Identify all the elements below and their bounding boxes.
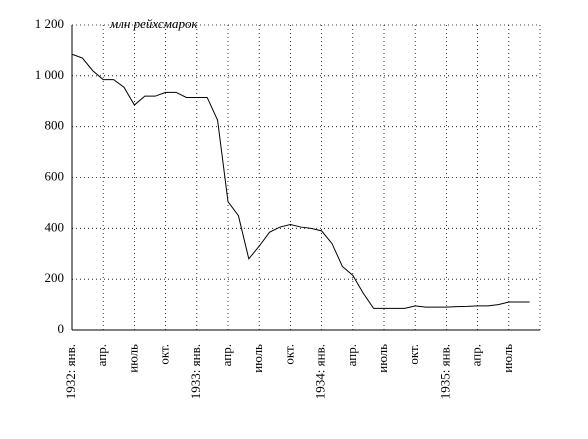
y-tick-label: 1 200	[35, 16, 64, 31]
unit-label: млн рейхсмарок	[109, 16, 198, 31]
y-tick-label: 0	[58, 321, 65, 336]
data-line	[71, 53, 530, 309]
x-tick-label: окт.	[406, 344, 421, 365]
y-tick-label: 600	[45, 168, 65, 183]
x-tick-label: апр.	[219, 344, 234, 366]
x-tick-label: июль	[250, 344, 265, 373]
x-tick-label: июль	[125, 344, 140, 373]
x-tick-label: 1933: янв.	[188, 344, 203, 399]
x-tick-label: апр.	[94, 344, 109, 366]
x-tick-label: июль	[500, 344, 515, 373]
x-tick-label: апр.	[344, 344, 359, 366]
y-tick-label: 1 000	[35, 67, 64, 82]
x-tick-label: окт.	[281, 344, 296, 365]
y-tick-label: 400	[45, 219, 65, 234]
x-tick-label: июль	[375, 344, 390, 373]
x-tick-label: 1932: янв.	[63, 344, 78, 399]
x-tick-label: 1935: янв.	[437, 344, 452, 399]
y-tick-label: 200	[45, 270, 65, 285]
y-tick-label: 800	[45, 118, 65, 133]
x-tick-label: 1934: янв.	[313, 344, 328, 399]
x-tick-label: окт.	[157, 344, 172, 365]
x-tick-label: апр.	[469, 344, 484, 366]
